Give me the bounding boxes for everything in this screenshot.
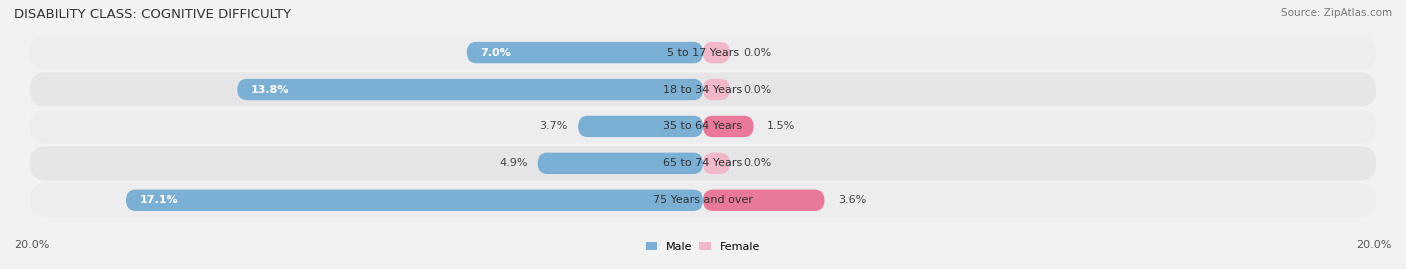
Text: 20.0%: 20.0% <box>14 240 49 250</box>
Text: 5 to 17 Years: 5 to 17 Years <box>666 48 740 58</box>
Text: Source: ZipAtlas.com: Source: ZipAtlas.com <box>1281 8 1392 18</box>
FancyBboxPatch shape <box>703 42 730 63</box>
FancyBboxPatch shape <box>703 79 730 100</box>
Text: 0.0%: 0.0% <box>744 84 772 94</box>
FancyBboxPatch shape <box>703 153 730 174</box>
FancyBboxPatch shape <box>31 73 1375 107</box>
Legend: Male, Female: Male, Female <box>641 238 765 256</box>
FancyBboxPatch shape <box>127 190 703 211</box>
FancyBboxPatch shape <box>31 146 1375 180</box>
Text: 35 to 64 Years: 35 to 64 Years <box>664 121 742 132</box>
FancyBboxPatch shape <box>30 73 1376 107</box>
Text: 1.5%: 1.5% <box>768 121 796 132</box>
Text: 0.0%: 0.0% <box>744 48 772 58</box>
Text: 4.9%: 4.9% <box>499 158 527 168</box>
FancyBboxPatch shape <box>537 153 703 174</box>
Text: 13.8%: 13.8% <box>250 84 290 94</box>
Text: 0.0%: 0.0% <box>744 158 772 168</box>
FancyBboxPatch shape <box>703 116 754 137</box>
FancyBboxPatch shape <box>30 146 1376 180</box>
FancyBboxPatch shape <box>31 109 1375 143</box>
Text: DISABILITY CLASS: COGNITIVE DIFFICULTY: DISABILITY CLASS: COGNITIVE DIFFICULTY <box>14 8 291 21</box>
Text: 3.7%: 3.7% <box>540 121 568 132</box>
FancyBboxPatch shape <box>30 36 1376 70</box>
FancyBboxPatch shape <box>238 79 703 100</box>
Text: 65 to 74 Years: 65 to 74 Years <box>664 158 742 168</box>
Text: 17.1%: 17.1% <box>139 195 179 205</box>
Text: 18 to 34 Years: 18 to 34 Years <box>664 84 742 94</box>
FancyBboxPatch shape <box>30 109 1376 143</box>
FancyBboxPatch shape <box>578 116 703 137</box>
Text: 75 Years and over: 75 Years and over <box>652 195 754 205</box>
FancyBboxPatch shape <box>467 42 703 63</box>
Text: 20.0%: 20.0% <box>1357 240 1392 250</box>
FancyBboxPatch shape <box>30 183 1376 217</box>
FancyBboxPatch shape <box>31 183 1375 217</box>
FancyBboxPatch shape <box>703 190 824 211</box>
Text: 7.0%: 7.0% <box>481 48 510 58</box>
Text: 3.6%: 3.6% <box>838 195 866 205</box>
FancyBboxPatch shape <box>31 36 1375 70</box>
